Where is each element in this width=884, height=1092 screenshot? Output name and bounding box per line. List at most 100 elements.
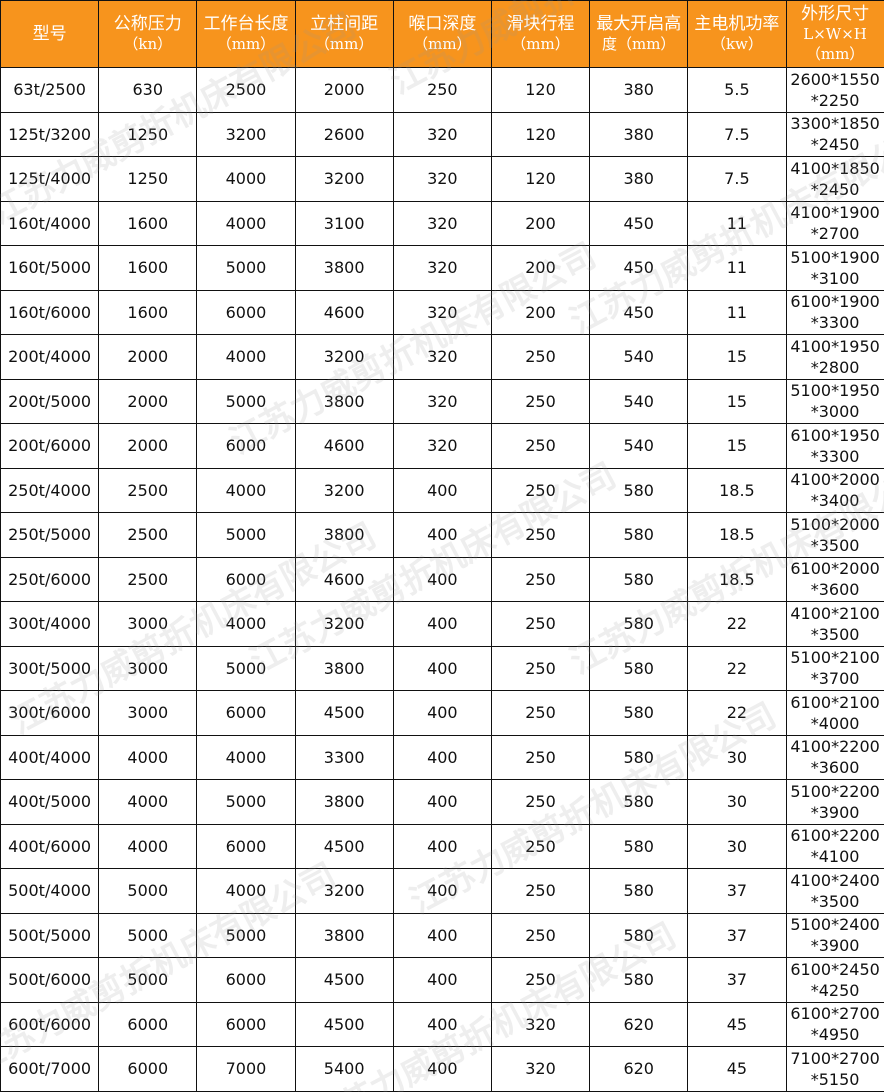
cell-model: 160t/5000 bbox=[0, 245, 100, 291]
cell-throat-depth: 400 bbox=[392, 467, 492, 513]
header-label: 滑块行程 bbox=[506, 14, 575, 34]
cell-main-motor-power: 22 bbox=[687, 601, 787, 647]
dimension-part: 2600*1550 bbox=[790, 69, 880, 89]
table-row: 160t/5000 1600 5000 3800 320 200 450 11 5100*190… bbox=[0, 245, 884, 291]
cell-column-distance: 3300 bbox=[294, 734, 394, 780]
dimension-part: *3300 bbox=[810, 446, 860, 466]
cell-column-distance: 2600 bbox=[294, 111, 394, 157]
cell-column-distance: 4500 bbox=[294, 1001, 394, 1047]
cell-slide-stroke: 250 bbox=[490, 734, 591, 780]
cell-max-open-height: 580 bbox=[589, 512, 689, 558]
cell-slide-stroke: 250 bbox=[490, 334, 591, 380]
cell-slide-stroke: 320 bbox=[490, 1001, 591, 1047]
cell-nominal-pressure: 1250 bbox=[98, 111, 198, 157]
dimension-part: *3400 bbox=[810, 491, 860, 511]
cell-model: 500t/4000 bbox=[0, 868, 100, 914]
cell-overall-dimensions: 5100*1900 *3100 bbox=[785, 245, 884, 291]
dimension-part: 3300*1850 bbox=[790, 114, 880, 134]
cell-main-motor-power: 22 bbox=[687, 690, 787, 736]
cell-slide-stroke: 320 bbox=[490, 1046, 591, 1092]
header-label: 立柱间距 bbox=[310, 14, 379, 34]
cell-nominal-pressure: 4000 bbox=[98, 734, 198, 780]
cell-max-open-height: 380 bbox=[589, 156, 689, 202]
cell-nominal-pressure: 6000 bbox=[98, 1046, 198, 1092]
cell-overall-dimensions: 5100*1950 *3000 bbox=[785, 378, 884, 424]
cell-overall-dimensions: 4100*1900 *2700 bbox=[785, 200, 884, 246]
dimension-part: *4100 bbox=[810, 847, 860, 867]
cell-table-length: 6000 bbox=[196, 423, 296, 469]
dimension-part: 4100*1950 bbox=[790, 336, 880, 356]
cell-model: 160t/4000 bbox=[0, 200, 100, 246]
cell-nominal-pressure: 630 bbox=[98, 67, 198, 113]
dimension-part: 6100*2450 bbox=[790, 959, 880, 979]
dimension-part: 4100*2200 bbox=[790, 737, 880, 757]
cell-table-length: 4000 bbox=[196, 868, 296, 914]
cell-max-open-height: 580 bbox=[589, 467, 689, 513]
header-label: 主电机功率 bbox=[694, 14, 780, 34]
cell-model: 250t/5000 bbox=[0, 512, 100, 558]
table-row: 125t/4000 1250 4000 3200 320 120 380 7.5 4100*18… bbox=[0, 156, 884, 202]
cell-model: 160t/6000 bbox=[0, 289, 100, 335]
dimension-part: 4100*2400 bbox=[790, 870, 880, 890]
dimension-part: 6100*2100 bbox=[790, 692, 880, 712]
cell-table-length: 3200 bbox=[196, 111, 296, 157]
cell-main-motor-power: 45 bbox=[687, 1001, 787, 1047]
cell-table-length: 4000 bbox=[196, 334, 296, 380]
dimension-part: 5100*2200 bbox=[790, 781, 880, 801]
dimension-part: *2700 bbox=[810, 224, 860, 244]
cell-table-length: 6000 bbox=[196, 690, 296, 736]
dimension-part: *3600 bbox=[810, 580, 860, 600]
dimension-part: 6100*2700 bbox=[790, 1004, 880, 1024]
cell-overall-dimensions: 7100*2700 *5150 bbox=[785, 1046, 884, 1092]
cell-throat-depth: 320 bbox=[392, 245, 492, 291]
header-overall-dimensions: 外形尺寸 L×W×H（mm） bbox=[785, 0, 884, 68]
cell-column-distance: 4500 bbox=[294, 957, 394, 1003]
cell-slide-stroke: 250 bbox=[490, 779, 591, 825]
cell-nominal-pressure: 5000 bbox=[98, 957, 198, 1003]
cell-slide-stroke: 250 bbox=[490, 823, 591, 869]
cell-throat-depth: 320 bbox=[392, 200, 492, 246]
dimension-part: 5100*2400 bbox=[790, 915, 880, 935]
header-throat-depth: 喉口深度 （mm） bbox=[392, 0, 492, 68]
header-label: 工作台长度 bbox=[203, 14, 289, 34]
cell-main-motor-power: 18.5 bbox=[687, 556, 787, 602]
dimension-part: *3700 bbox=[810, 669, 860, 689]
cell-throat-depth: 320 bbox=[392, 289, 492, 335]
cell-throat-depth: 320 bbox=[392, 334, 492, 380]
cell-overall-dimensions: 5100*2400 *3900 bbox=[785, 912, 884, 958]
cell-nominal-pressure: 1600 bbox=[98, 289, 198, 335]
table-row: 200t/6000 2000 6000 4600 320 250 540 15 6100*195… bbox=[0, 423, 884, 469]
dimension-part: *4000 bbox=[810, 713, 860, 733]
cell-slide-stroke: 250 bbox=[490, 556, 591, 602]
cell-throat-depth: 400 bbox=[392, 957, 492, 1003]
cell-main-motor-power: 30 bbox=[687, 779, 787, 825]
cell-table-length: 6000 bbox=[196, 289, 296, 335]
cell-overall-dimensions: 3300*1850 *2450 bbox=[785, 111, 884, 157]
cell-column-distance: 4600 bbox=[294, 423, 394, 469]
cell-throat-depth: 400 bbox=[392, 734, 492, 780]
cell-table-length: 4000 bbox=[196, 200, 296, 246]
cell-column-distance: 3200 bbox=[294, 467, 394, 513]
header-unit: （kn） bbox=[123, 35, 173, 53]
cell-model: 600t/6000 bbox=[0, 1001, 100, 1047]
cell-model: 400t/6000 bbox=[0, 823, 100, 869]
cell-table-length: 5000 bbox=[196, 912, 296, 958]
cell-max-open-height: 540 bbox=[589, 423, 689, 469]
cell-throat-depth: 400 bbox=[392, 868, 492, 914]
dimension-part: 5100*1900 bbox=[790, 247, 880, 267]
cell-slide-stroke: 250 bbox=[490, 957, 591, 1003]
cell-max-open-height: 380 bbox=[589, 111, 689, 157]
cell-overall-dimensions: 4100*1950 *2800 bbox=[785, 334, 884, 380]
cell-table-length: 4000 bbox=[196, 467, 296, 513]
cell-slide-stroke: 250 bbox=[490, 912, 591, 958]
cell-main-motor-power: 15 bbox=[687, 423, 787, 469]
header-row: 型号 公称压力 （kn） 工作台长度 （mm） 立柱间距 （mm） 喉口深度 （mm） 滑块行程（… bbox=[0, 0, 884, 68]
cell-table-length: 4000 bbox=[196, 601, 296, 647]
cell-model: 200t/6000 bbox=[0, 423, 100, 469]
dimension-part: 4100*2000 bbox=[790, 470, 880, 490]
dimension-part: 6100*1950 bbox=[790, 425, 880, 445]
cell-model: 125t/4000 bbox=[0, 156, 100, 202]
cell-column-distance: 3800 bbox=[294, 912, 394, 958]
cell-table-length: 4000 bbox=[196, 734, 296, 780]
